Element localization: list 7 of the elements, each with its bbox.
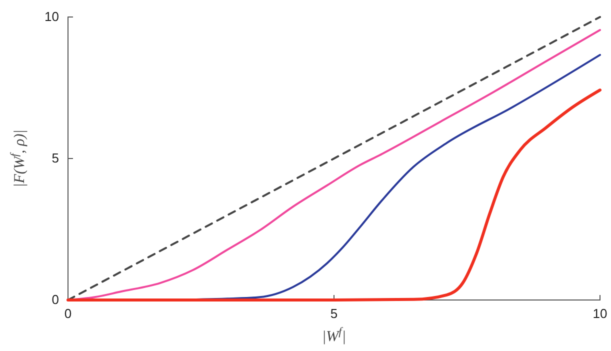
y-tick-label: 0 xyxy=(52,292,59,308)
y-tick-label: 10 xyxy=(44,9,59,24)
x-axis-title: |W$^{f}$| xyxy=(322,326,346,345)
x-tick-label: 5 xyxy=(330,306,338,322)
x-tick-label: 10 xyxy=(592,306,608,322)
y-tick-label: 5 xyxy=(52,150,59,166)
x-tick-label: 0 xyxy=(64,306,72,322)
